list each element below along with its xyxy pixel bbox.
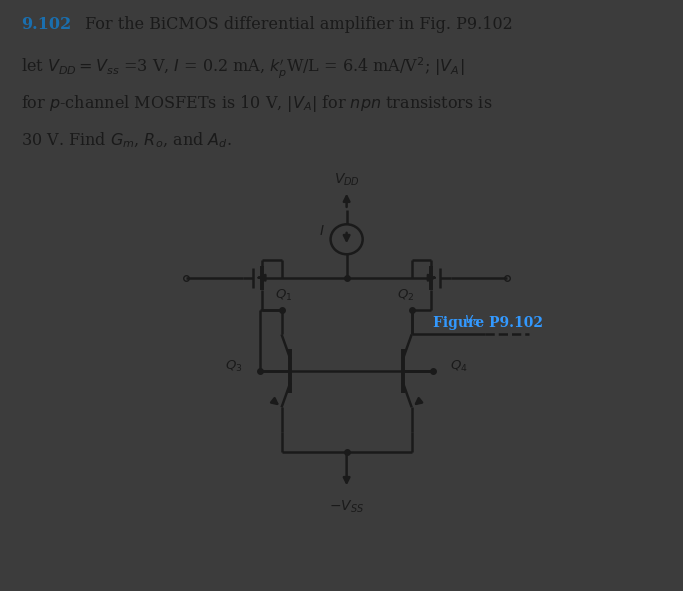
Text: $Q_4$: $Q_4$ [450,359,468,374]
Text: Figure P9.102: Figure P9.102 [434,316,544,330]
Text: $Q_3$: $Q_3$ [225,359,242,374]
Text: let $V_{DD} = V_{ss}$ =3 V, $I$ = 0.2 mA, $k_p^{\prime}$W/L = 6.4 mA/V$^2$; $|V_: let $V_{DD} = V_{ss}$ =3 V, $I$ = 0.2 mA… [21,56,464,81]
Text: for $p$-channel MOSFETs is 10 V, $|V_A|$ for $npn$ transistors is: for $p$-channel MOSFETs is 10 V, $|V_A|$… [21,93,492,114]
Text: $Q_1$: $Q_1$ [275,288,292,303]
Text: $v_o$: $v_o$ [464,314,479,329]
Text: $V_{DD}$: $V_{DD}$ [333,171,360,188]
Text: $-V_{SS}$: $-V_{SS}$ [329,498,364,515]
Text: $Q_2$: $Q_2$ [397,288,414,303]
Text: For the BiCMOS differential amplifier in Fig. P9.102: For the BiCMOS differential amplifier in… [85,17,513,34]
Text: 30 V. Find $G_m$, $R_o$, and $A_d$.: 30 V. Find $G_m$, $R_o$, and $A_d$. [21,131,232,150]
Text: 9.102: 9.102 [21,17,71,34]
Text: $I$: $I$ [319,224,325,238]
